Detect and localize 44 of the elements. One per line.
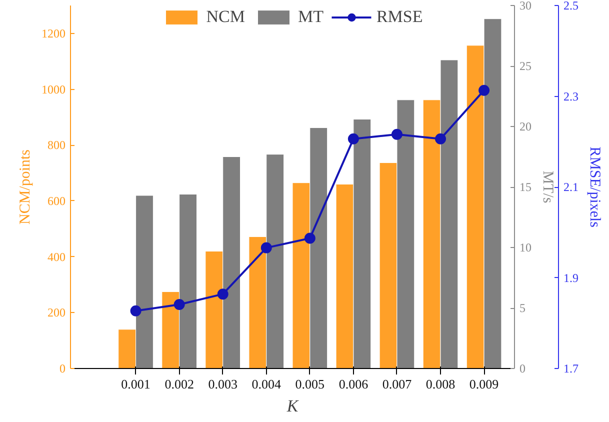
y3-tick-label: 2.1 (564, 180, 578, 194)
point (478, 84, 490, 96)
y2-axis-title: MT/s (540, 170, 556, 204)
y-tick-label: 800 (48, 138, 66, 152)
y3-tick-label: 1.9 (564, 270, 578, 285)
y2-tick-label: 20 (520, 120, 532, 134)
y3-tick-label: 1.7 (564, 362, 578, 376)
x-tick-label: 0.008 (426, 376, 456, 392)
y-tick-label: 1200 (42, 26, 66, 40)
point (217, 288, 228, 300)
x-tick-label: 0.002 (164, 376, 194, 392)
point (348, 133, 359, 144)
y-tick-label: 1000 (42, 82, 66, 96)
y2-tick-label: 0 (520, 362, 526, 376)
x-tick-label: 0.006 (338, 376, 369, 392)
point (435, 133, 446, 144)
x-tick-label: 0.001 (121, 376, 150, 392)
x-tick-label: 0.007 (382, 376, 412, 392)
y-tick-label: 400 (48, 250, 66, 264)
point (304, 232, 316, 244)
y3-tick-label: 2.5 (564, 0, 578, 12)
y2-tick-label: 10 (520, 240, 532, 254)
point (130, 305, 142, 316)
y3-axis-title: RMSE/pixels (586, 146, 602, 228)
y3-tick-label: 2.3 (564, 89, 578, 104)
legend-label: MT (298, 7, 324, 27)
y2-tick-label: 30 (520, 0, 532, 12)
legend-label: NCM (206, 7, 245, 27)
point (174, 299, 185, 310)
y-tick-label: 600 (48, 194, 66, 208)
x-tick-label: 0.005 (295, 376, 325, 392)
y2-tick-label: 25 (520, 59, 532, 73)
y-tick-label: 200 (48, 306, 66, 320)
point (260, 242, 272, 254)
legend-label: RMSE (376, 7, 423, 27)
y-axis-title: NCM/points (18, 149, 34, 225)
y2-tick-label: 5 (520, 301, 526, 315)
x-tick-label: 0.009 (469, 376, 499, 392)
x-tick-label: 0.003 (208, 376, 238, 392)
x-tick-label: 0.004 (252, 376, 282, 392)
x-axis-title: K (286, 396, 300, 416)
y2-tick-label: 15 (520, 180, 532, 194)
y-tick-label: 0 (60, 362, 66, 376)
point (391, 128, 402, 140)
